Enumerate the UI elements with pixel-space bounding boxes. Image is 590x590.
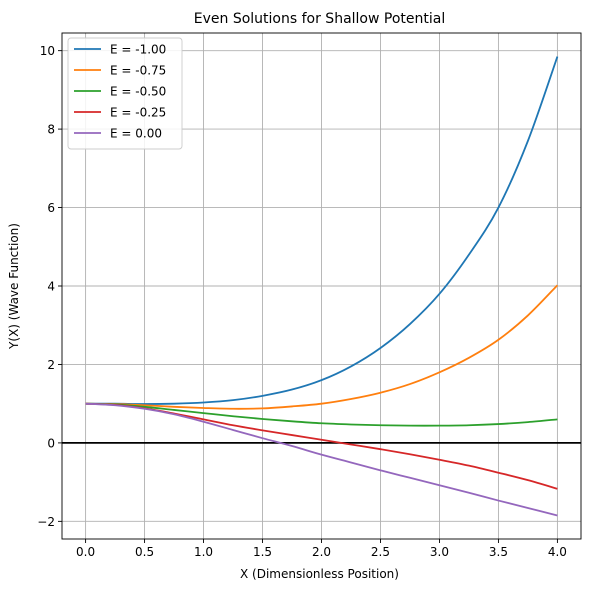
y-tick-label: 2 [47, 358, 55, 372]
series-line [85, 402, 558, 427]
x-tick-label: 1.0 [194, 545, 213, 559]
x-tick-label: 0.5 [135, 545, 154, 559]
x-tick-label: 3.5 [489, 545, 508, 559]
series-line [85, 284, 559, 410]
legend-label: E = -1.00 [110, 43, 166, 57]
x-tick-label: 1.5 [253, 545, 272, 559]
y-tick-label: 4 [47, 280, 55, 294]
y-tick-label: 6 [47, 201, 55, 215]
legend-box [67, 37, 183, 150]
x-tick-label: 3.0 [430, 545, 449, 559]
chart-title: Even Solutions for Shallow Potential [194, 11, 445, 27]
x-tick-label: 4.0 [548, 545, 567, 559]
legend-label: E = -0.50 [110, 85, 166, 99]
y-axis-label: Y(X) (Wave Function) [7, 223, 21, 350]
series-line [85, 56, 559, 405]
y-tick-label: 8 [47, 123, 55, 137]
x-axis-label: X (Dimensionless Position) [240, 567, 399, 581]
y-tick-label: 0 [47, 436, 55, 450]
y-tick-label: 10 [40, 44, 55, 58]
legend-label: E = -0.75 [110, 64, 166, 78]
x-tick-label: 2.5 [371, 545, 390, 559]
series-line [85, 402, 558, 517]
x-axis: 0.0 0.5 1.0 1.5 2.0 2.5 3.0 3.5 4.0 [76, 539, 567, 559]
x-tick-label: 2.0 [312, 545, 331, 559]
series-group [85, 56, 559, 517]
legend-label: E = -0.25 [110, 106, 166, 120]
legend-label: E = 0.00 [110, 127, 162, 141]
x-tick-label: 0.0 [76, 545, 95, 559]
y-tick-label: −2 [37, 515, 55, 529]
legend: E = -1.00 E = -0.75 E = -0.50 E = -0.25 E = … [67, 37, 183, 150]
y-axis: −2 0 2 4 6 8 10 [37, 44, 62, 529]
